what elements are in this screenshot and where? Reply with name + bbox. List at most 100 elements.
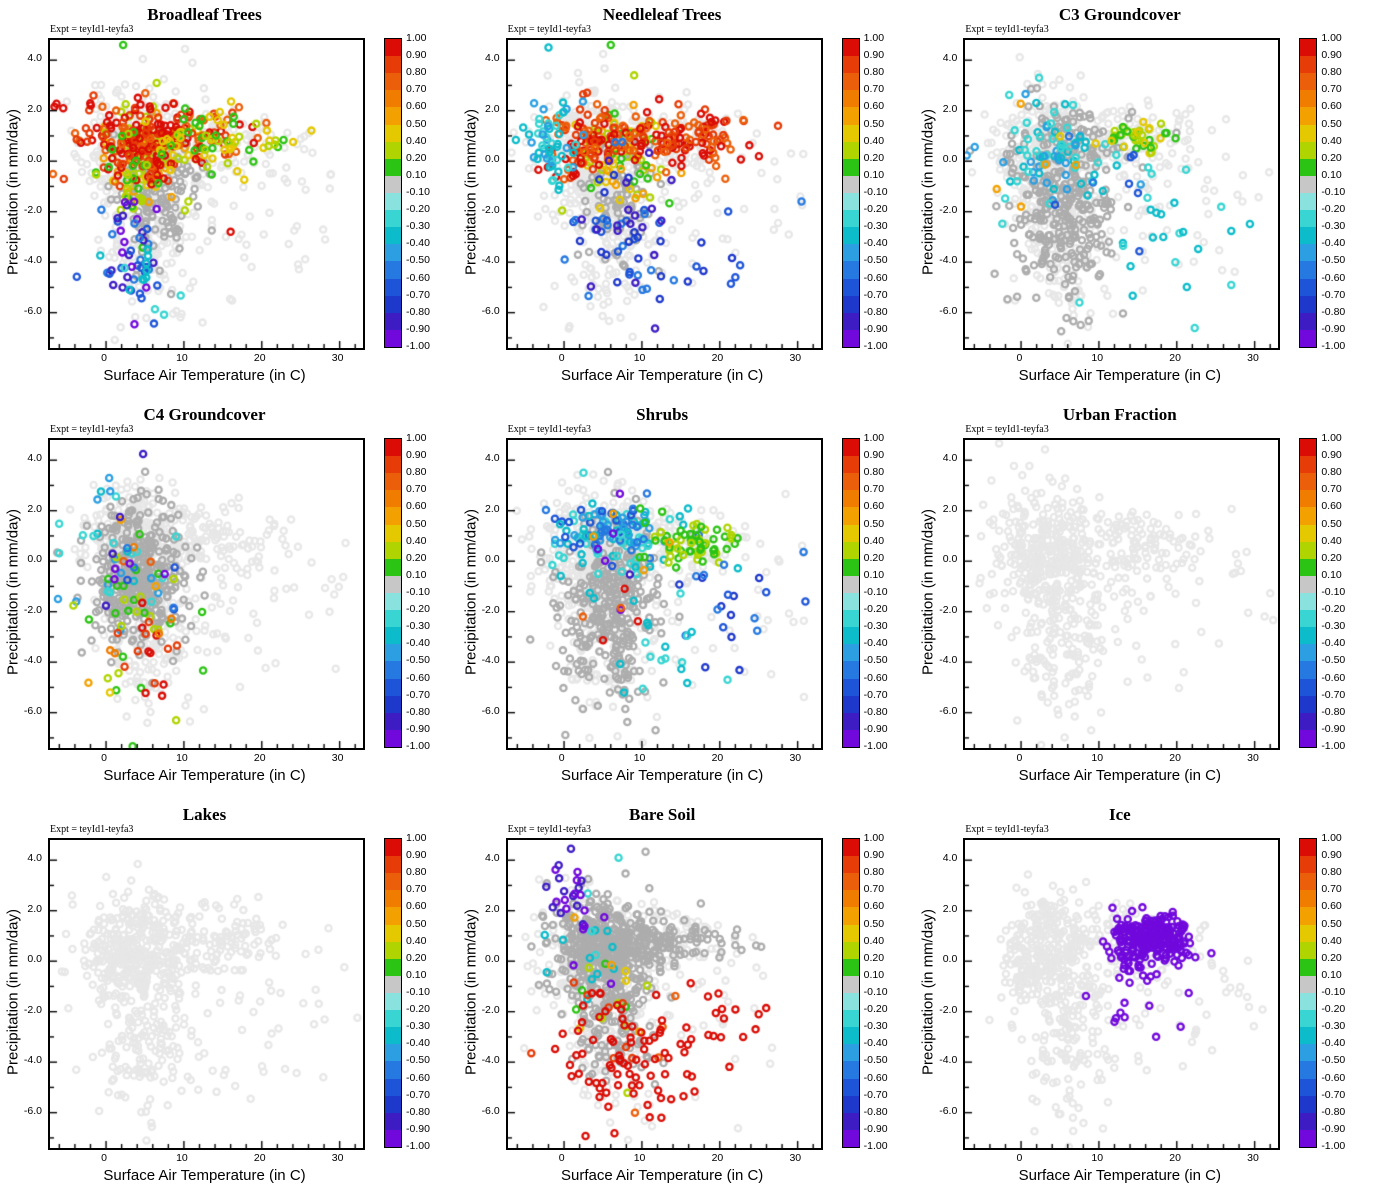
y-tick-label: -2.0	[481, 203, 500, 216]
y-tick-label: 4.0	[942, 452, 958, 465]
colorbar-label: -0.80	[863, 1105, 888, 1118]
colorbar-label: 0.90	[406, 49, 427, 62]
colorbar-label: 0.60	[406, 500, 427, 513]
colorbar-label: 1.00	[1321, 832, 1342, 844]
colorbar-label: 0.10	[863, 168, 885, 181]
colorbar-label: -1.00	[1321, 1140, 1346, 1152]
colorbar-label: 0.10	[863, 568, 885, 581]
scatter-panel-bare-soil: Bare Soil Expt = teyId1-teyfa3 Precipitati…	[458, 800, 916, 1200]
x-tick-label: 30	[1247, 1152, 1259, 1164]
colorbar-label: 0.70	[863, 883, 885, 896]
colorbar-band	[385, 261, 401, 279]
y-tick-label: -2.0	[939, 203, 958, 216]
colorbar-band	[842, 490, 859, 508]
colorbar-band	[385, 524, 401, 542]
colorbar-label: -0.90	[863, 322, 888, 335]
colorbar-band	[385, 490, 401, 508]
colorbar-label: -0.10	[863, 986, 888, 998]
colorbar-label: -0.50	[406, 1054, 430, 1067]
colorbar-band	[1300, 992, 1317, 1011]
colorbar-band	[842, 592, 859, 611]
colorbar-band	[842, 158, 859, 176]
colorbar-label: 0.20	[863, 951, 885, 964]
colorbar-label: 1.00	[863, 432, 885, 444]
colorbar-label: -0.90	[1321, 1122, 1346, 1135]
colorbar-label: -0.10	[1321, 986, 1346, 998]
x-axis-label: Surface Air Temperature (in C)	[561, 1167, 764, 1184]
colorbar-label: 0.20	[406, 551, 427, 564]
scatter-canvas	[507, 440, 821, 748]
x-axis-label: Surface Air Temperature (in C)	[103, 767, 306, 784]
panel-title: Broadleaf Trees	[147, 5, 262, 24]
scatter-canvas	[50, 840, 363, 1148]
colorbar-band	[385, 856, 401, 874]
colorbar-label: 0.80	[1321, 866, 1342, 879]
colorbar-label: 0.70	[1321, 483, 1342, 496]
colorbar-band	[842, 312, 859, 330]
colorbar-label: 0.40	[406, 134, 427, 147]
panel-title: C4 Groundcover	[143, 405, 266, 424]
colorbar	[1299, 38, 1318, 348]
x-axis-label: Surface Air Temperature (in C)	[561, 767, 764, 784]
scatter-panel-ice: Ice Expt = teyId1-teyfa3 Precipitation (in…	[915, 800, 1373, 1200]
colorbar-label: 0.50	[406, 117, 427, 130]
y-tick-label: 4.0	[485, 852, 500, 865]
colorbar-band	[385, 90, 401, 108]
x-tick-label: 10	[633, 352, 646, 364]
colorbar-label: 0.60	[863, 900, 885, 913]
y-tick-label: 2.0	[27, 102, 42, 115]
colorbar-label: -0.50	[863, 1054, 888, 1067]
colorbar-band	[1300, 1061, 1317, 1079]
y-tick-label: -2.0	[23, 203, 42, 216]
y-tick-label: -4.0	[481, 254, 500, 267]
panel-title: Shrubs	[636, 405, 689, 424]
colorbar-band	[842, 924, 859, 942]
colorbar-label: 0.90	[863, 449, 885, 462]
colorbar-band	[1300, 1044, 1317, 1062]
x-tick-label: 20	[1169, 352, 1181, 364]
colorbar-label: 0.70	[863, 483, 885, 496]
colorbar-label: -0.70	[406, 1088, 430, 1101]
colorbar-band	[385, 873, 401, 891]
colorbar-band	[385, 661, 401, 679]
expt-label: Expt = teyId1-teyfa3	[507, 824, 592, 835]
y-tick-label: 4.0	[27, 852, 42, 865]
colorbar-band	[385, 1061, 401, 1079]
x-axis-label: Surface Air Temperature (in C)	[1018, 1167, 1221, 1184]
y-tick-label: 4.0	[27, 452, 42, 465]
y-tick-label: -4.0	[23, 254, 42, 267]
colorbar-band	[842, 1078, 859, 1096]
y-tick-label: -2.0	[939, 603, 958, 616]
colorbar-band	[1300, 541, 1317, 559]
colorbar-band	[1300, 558, 1317, 576]
colorbar-band	[1300, 695, 1317, 713]
colorbar-band	[1300, 329, 1317, 347]
colorbar-label: -0.40	[863, 1037, 888, 1050]
colorbar-band	[1300, 312, 1317, 330]
y-tick-label: -4.0	[481, 654, 500, 667]
colorbar-band	[1300, 839, 1317, 857]
colorbar-band	[1300, 439, 1317, 457]
x-tick-label: 10	[633, 752, 646, 764]
colorbar-band	[1300, 1078, 1317, 1096]
colorbar-band	[385, 592, 401, 611]
y-tick-label: 2.0	[485, 902, 500, 915]
y-tick-label: -6.0	[481, 304, 500, 317]
colorbar-label: 0.80	[863, 466, 885, 479]
y-axis-label: Precipitation (in mm/day)	[4, 909, 22, 1075]
x-tick-label: 30	[1247, 352, 1259, 364]
colorbar-label: -0.20	[863, 603, 888, 616]
colorbar-band	[385, 541, 401, 559]
colorbar-label: -0.50	[863, 654, 888, 667]
panel-title: Lakes	[182, 805, 227, 824]
x-tick-label: 0	[558, 1152, 565, 1164]
expt-label: Expt = teyId1-teyfa3	[965, 424, 1049, 435]
colorbar-label: -0.60	[406, 1071, 430, 1084]
colorbar-band	[842, 278, 859, 296]
colorbar-band	[842, 941, 859, 959]
colorbar-label: -0.80	[863, 705, 888, 718]
x-axis-label: Surface Air Temperature (in C)	[103, 1167, 306, 1184]
y-tick-label: 2.0	[485, 502, 500, 515]
colorbar-band	[1300, 141, 1317, 159]
y-axis-label: Precipitation (in mm/day)	[919, 109, 937, 275]
